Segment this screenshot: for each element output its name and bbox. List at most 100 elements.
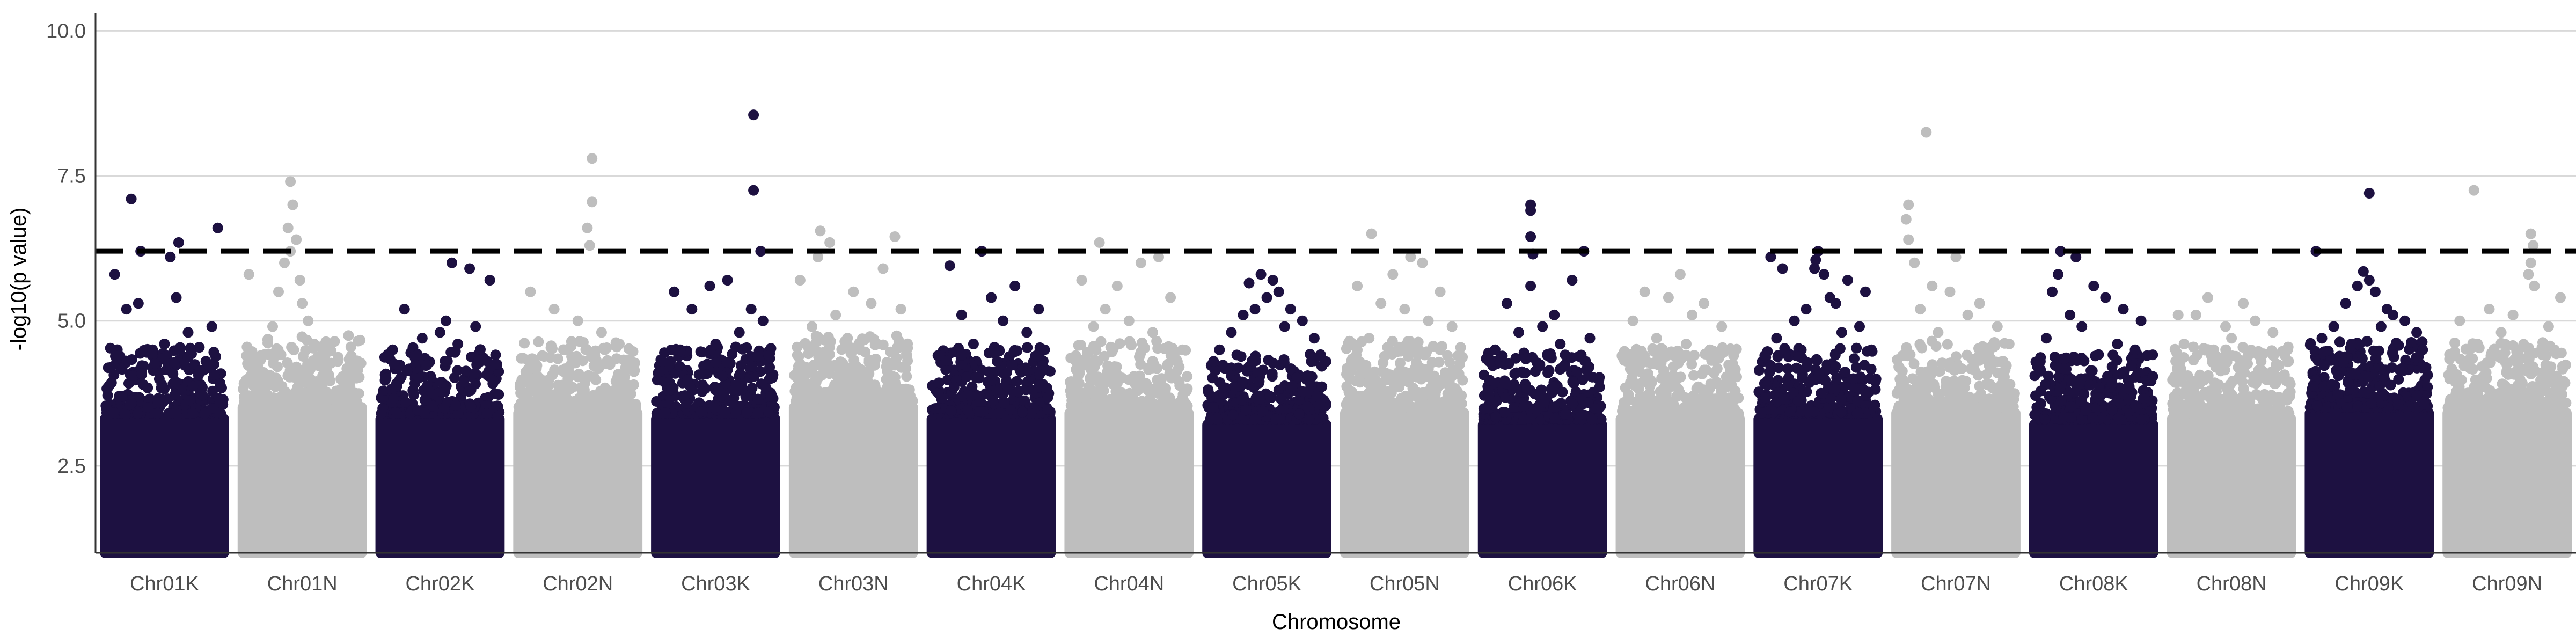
scatter-point	[1426, 357, 1438, 368]
scatter-point	[1129, 371, 1140, 382]
top-point	[584, 240, 595, 251]
top-point	[830, 309, 841, 320]
scatter-point	[2235, 355, 2246, 366]
scatter-point	[1927, 360, 1938, 371]
scatter-point	[167, 368, 179, 379]
scatter-point	[588, 360, 599, 371]
scatter-point	[717, 370, 728, 382]
top-point	[309, 339, 320, 349]
scatter-point	[1586, 414, 1598, 425]
chromosome-group-chr09n	[2442, 185, 2572, 558]
scatter-point	[2366, 398, 2377, 409]
scatter-point	[834, 383, 845, 394]
scatter-point	[2106, 404, 2118, 415]
scatter-point	[863, 357, 875, 368]
scatter-point	[1446, 402, 1458, 413]
scatter-point	[574, 336, 585, 347]
scatter-point	[1145, 384, 1157, 395]
scatter-point	[2406, 337, 2417, 348]
scatter-point	[1254, 376, 1265, 387]
scatter-point	[795, 358, 806, 370]
scatter-point	[1693, 381, 1704, 392]
scatter-point	[1951, 351, 1962, 362]
scatter-point	[450, 400, 461, 411]
scatter-point	[299, 387, 310, 398]
scatter-point	[519, 387, 530, 398]
scatter-point	[946, 405, 957, 416]
top-point	[297, 298, 308, 309]
scatter-point	[116, 391, 128, 402]
scatter-point	[1065, 376, 1077, 387]
scatter-point	[1315, 398, 1326, 409]
scatter-point	[882, 381, 893, 392]
top-point	[171, 292, 182, 303]
scatter-point	[156, 383, 167, 393]
scatter-point	[2055, 395, 2067, 406]
scatter-point	[1658, 365, 1670, 376]
top-point	[1435, 286, 1446, 297]
scatter-point	[2036, 398, 2047, 409]
scatter-point	[978, 406, 989, 418]
y-tick-label: 10.0	[46, 20, 86, 42]
scatter-point	[1566, 352, 1577, 363]
scatter-point	[2138, 393, 2149, 404]
scatter-point	[441, 380, 452, 392]
scatter-point	[810, 337, 822, 348]
scatter-point	[492, 358, 502, 370]
scatter-point	[1001, 367, 1012, 378]
scatter-point	[1483, 385, 1494, 396]
top-point	[901, 350, 912, 361]
scatter-point	[1567, 398, 1578, 409]
scatter-point	[194, 365, 206, 376]
scatter-point	[169, 357, 180, 368]
top-point	[1830, 298, 1841, 309]
scatter-point	[1011, 376, 1022, 387]
scatter-point	[1365, 399, 1376, 410]
top-point	[2316, 333, 2328, 344]
top-point	[1088, 321, 1099, 332]
scatter-point	[2111, 355, 2123, 366]
scatter-point	[1237, 376, 1248, 387]
chromosome-group-chr07n	[1891, 127, 2021, 558]
scatter-point	[1653, 408, 1664, 419]
scatter-point	[824, 342, 835, 353]
scatter-point	[1247, 355, 1258, 367]
top-point	[932, 350, 943, 361]
scatter-point	[2343, 377, 2354, 389]
scatter-point	[627, 402, 638, 413]
scatter-point	[1549, 413, 1561, 424]
scatter-point	[241, 350, 252, 361]
scatter-point	[956, 391, 967, 402]
top-point	[2279, 350, 2290, 361]
x-tick-label: Chr05N	[1370, 573, 1440, 595]
scatter-point	[554, 397, 566, 408]
scatter-point	[1017, 407, 1028, 418]
top-point	[2088, 280, 2099, 291]
top-point	[243, 269, 254, 280]
scatter-point	[948, 382, 960, 393]
scatter-point	[566, 336, 577, 347]
top-point	[1009, 280, 1021, 291]
top-point	[2523, 269, 2534, 280]
scatter-point	[1072, 391, 1083, 402]
scatter-point	[801, 368, 813, 379]
scatter-point	[1164, 393, 1175, 404]
scatter-point	[599, 344, 610, 355]
scatter-point	[730, 341, 741, 353]
scatter-point	[2456, 375, 2467, 385]
bulk-points	[1202, 419, 1331, 558]
top-point	[686, 304, 698, 315]
top-point	[626, 356, 637, 367]
top-point	[282, 222, 294, 233]
scatter-point	[2512, 369, 2523, 379]
scatter-point	[2513, 379, 2524, 390]
scatter-point	[481, 408, 492, 419]
top-point	[2190, 309, 2201, 320]
top-point	[2454, 315, 2465, 326]
top-point	[1273, 286, 1284, 297]
scatter-point	[1583, 397, 1594, 408]
scatter-point	[1092, 400, 1103, 412]
top-point	[482, 356, 493, 367]
top-point	[344, 362, 355, 373]
